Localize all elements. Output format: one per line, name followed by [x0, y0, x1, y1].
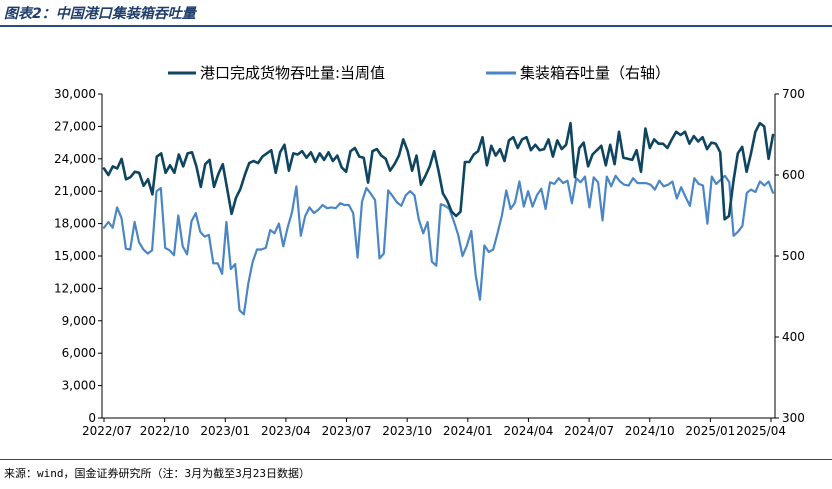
x-axis-tick-label: 2022/10	[140, 424, 190, 438]
source-divider	[0, 459, 832, 460]
chart-series	[102, 121, 775, 316]
series-line-container	[102, 174, 775, 316]
figure-title: 图表2：中国港口集装箱吞吐量	[4, 6, 196, 22]
left-axis-tick-label: 12,000	[54, 281, 96, 295]
right-axis-tick-label: 700	[782, 87, 805, 101]
right-axis-tick-label: 600	[782, 168, 805, 182]
left-axis-tick-label: 0	[88, 411, 96, 425]
right-axis-tick-label: 400	[782, 330, 805, 344]
left-axis-tick-label: 27,000	[54, 119, 96, 133]
x-axis-tick-label: 2025/04	[736, 424, 786, 438]
right-axis-tick-label: 500	[782, 249, 805, 263]
left-axis-tick-label: 21,000	[54, 184, 96, 198]
series-line-port-cargo	[102, 121, 775, 221]
x-axis-tick-label: 2023/04	[261, 424, 311, 438]
legend-label: 港口完成货物吞吐量:当周值	[200, 64, 385, 82]
x-axis-tick-label: 2024/07	[564, 424, 614, 438]
chart-legend: 港口完成货物吞吐量:当周值 集装箱吞吐量（右轴）	[168, 64, 670, 82]
x-axis-tick-label: 2024/10	[625, 424, 675, 438]
left-axis-tick-label: 9,000	[62, 314, 96, 328]
left-axis-tick-label: 15,000	[54, 249, 96, 263]
chart-axes: 0 3,000 6,000 9,000 12,000 15,000 18,000 21,000…	[54, 87, 805, 438]
x-axis-tick-label: 2023/10	[382, 424, 432, 438]
left-axis-tick-label: 24,000	[54, 152, 96, 166]
x-axis-tick-label: 2025/01	[685, 424, 735, 438]
x-axis-tick-label: 2023/01	[200, 424, 250, 438]
right-axis-tick-label: 300	[782, 411, 805, 425]
x-axis-tick-label: 2022/07	[82, 424, 132, 438]
x-axis-tick-label: 2023/07	[322, 424, 372, 438]
left-axis-tick-label: 30,000	[54, 87, 96, 101]
x-axis-tick-label: 2024/01	[443, 424, 493, 438]
left-axis-tick-label: 3,000	[62, 379, 96, 393]
left-axis-tick-label: 18,000	[54, 217, 96, 231]
legend-label: 集装箱吞吐量（右轴）	[520, 64, 670, 82]
left-axis-tick-label: 6,000	[62, 346, 96, 360]
title-divider	[0, 25, 832, 27]
source-note: 来源：wind，国金证券研究所（注：3月为截至3月23日数据）	[4, 467, 310, 480]
x-axis-tick-label: 2024/04	[504, 424, 554, 438]
